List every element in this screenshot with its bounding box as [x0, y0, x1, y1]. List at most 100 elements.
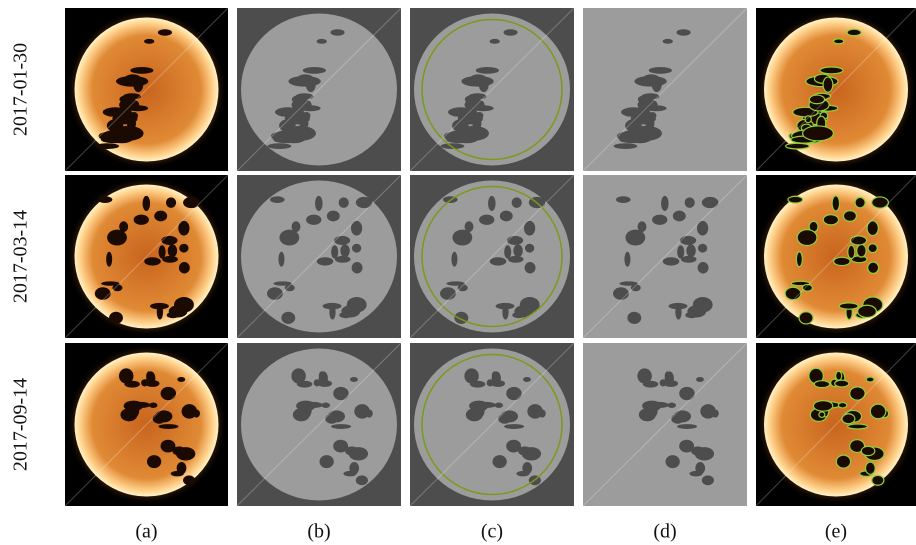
patch — [182, 404, 198, 419]
patch — [500, 211, 513, 222]
patch — [490, 257, 507, 265]
patch — [785, 287, 801, 300]
patch — [161, 387, 176, 400]
patch — [496, 303, 515, 309]
patch — [460, 116, 466, 123]
patch — [317, 257, 334, 265]
patch — [98, 196, 113, 203]
patch — [687, 305, 706, 317]
patch — [95, 143, 119, 149]
row-label: 2017-03-14 — [10, 210, 32, 303]
panel — [65, 8, 228, 171]
patch — [847, 29, 861, 36]
patch — [652, 77, 662, 92]
patch — [159, 424, 179, 429]
patch — [130, 67, 153, 74]
patch — [491, 380, 505, 387]
patch — [663, 257, 680, 265]
patch — [679, 387, 694, 400]
patch — [799, 312, 813, 324]
patch — [848, 245, 855, 258]
patch — [493, 455, 507, 468]
patch — [638, 95, 653, 104]
patch — [475, 412, 481, 418]
patch — [677, 245, 684, 258]
patch — [267, 287, 283, 300]
patch — [350, 377, 358, 382]
patch — [479, 215, 494, 225]
patch — [285, 126, 316, 141]
patch — [504, 245, 511, 258]
panel — [756, 8, 916, 171]
patch — [354, 404, 370, 419]
patch — [115, 116, 121, 123]
patch — [330, 29, 344, 36]
patch — [129, 412, 135, 418]
patch — [865, 462, 875, 474]
patch — [306, 77, 316, 92]
patch — [814, 381, 829, 388]
patch — [642, 401, 661, 412]
patch — [663, 39, 673, 44]
patch — [649, 67, 672, 74]
patch — [832, 196, 840, 211]
patch — [872, 475, 884, 485]
column-label: (a) — [135, 521, 157, 543]
patch — [296, 401, 315, 412]
patch — [858, 305, 877, 317]
panel — [583, 175, 747, 338]
patch — [868, 262, 879, 273]
patch — [470, 381, 485, 388]
patch — [702, 475, 714, 485]
patch — [143, 196, 151, 211]
patch — [340, 244, 349, 257]
patch — [177, 462, 187, 474]
patch — [813, 401, 832, 412]
patch — [146, 371, 152, 380]
patch — [843, 211, 856, 222]
patch — [306, 215, 321, 225]
column-label: (d) — [653, 521, 676, 543]
patch — [107, 230, 127, 246]
patch — [664, 380, 678, 387]
patch — [819, 412, 825, 418]
patch — [325, 414, 338, 424]
patch — [677, 424, 697, 429]
patch — [823, 77, 833, 92]
patch — [166, 197, 176, 208]
patch — [106, 252, 112, 267]
patch — [287, 116, 293, 123]
patch — [95, 287, 111, 300]
column-label: (c) — [481, 521, 503, 543]
patch — [839, 303, 858, 309]
patch — [685, 197, 695, 208]
panel — [237, 343, 401, 506]
patch — [616, 196, 631, 203]
patch — [686, 244, 695, 257]
patch — [698, 262, 709, 273]
patch — [168, 244, 177, 257]
patch — [476, 67, 499, 74]
patch — [440, 287, 456, 300]
patch — [169, 305, 188, 317]
patch — [161, 236, 177, 245]
patch — [504, 424, 524, 429]
patch — [668, 403, 676, 408]
patch — [627, 312, 641, 324]
patch — [318, 380, 332, 387]
patch — [172, 446, 186, 455]
patch — [183, 475, 195, 485]
patch — [506, 387, 521, 400]
patch — [613, 287, 629, 300]
patch — [633, 116, 639, 123]
patch — [698, 244, 707, 253]
patch — [661, 196, 669, 211]
patch — [696, 377, 704, 382]
patch — [327, 211, 340, 222]
patch — [488, 196, 496, 211]
patch — [786, 143, 810, 149]
patch — [113, 126, 144, 141]
patch — [124, 401, 143, 412]
patch — [281, 312, 295, 324]
patch — [345, 446, 359, 455]
